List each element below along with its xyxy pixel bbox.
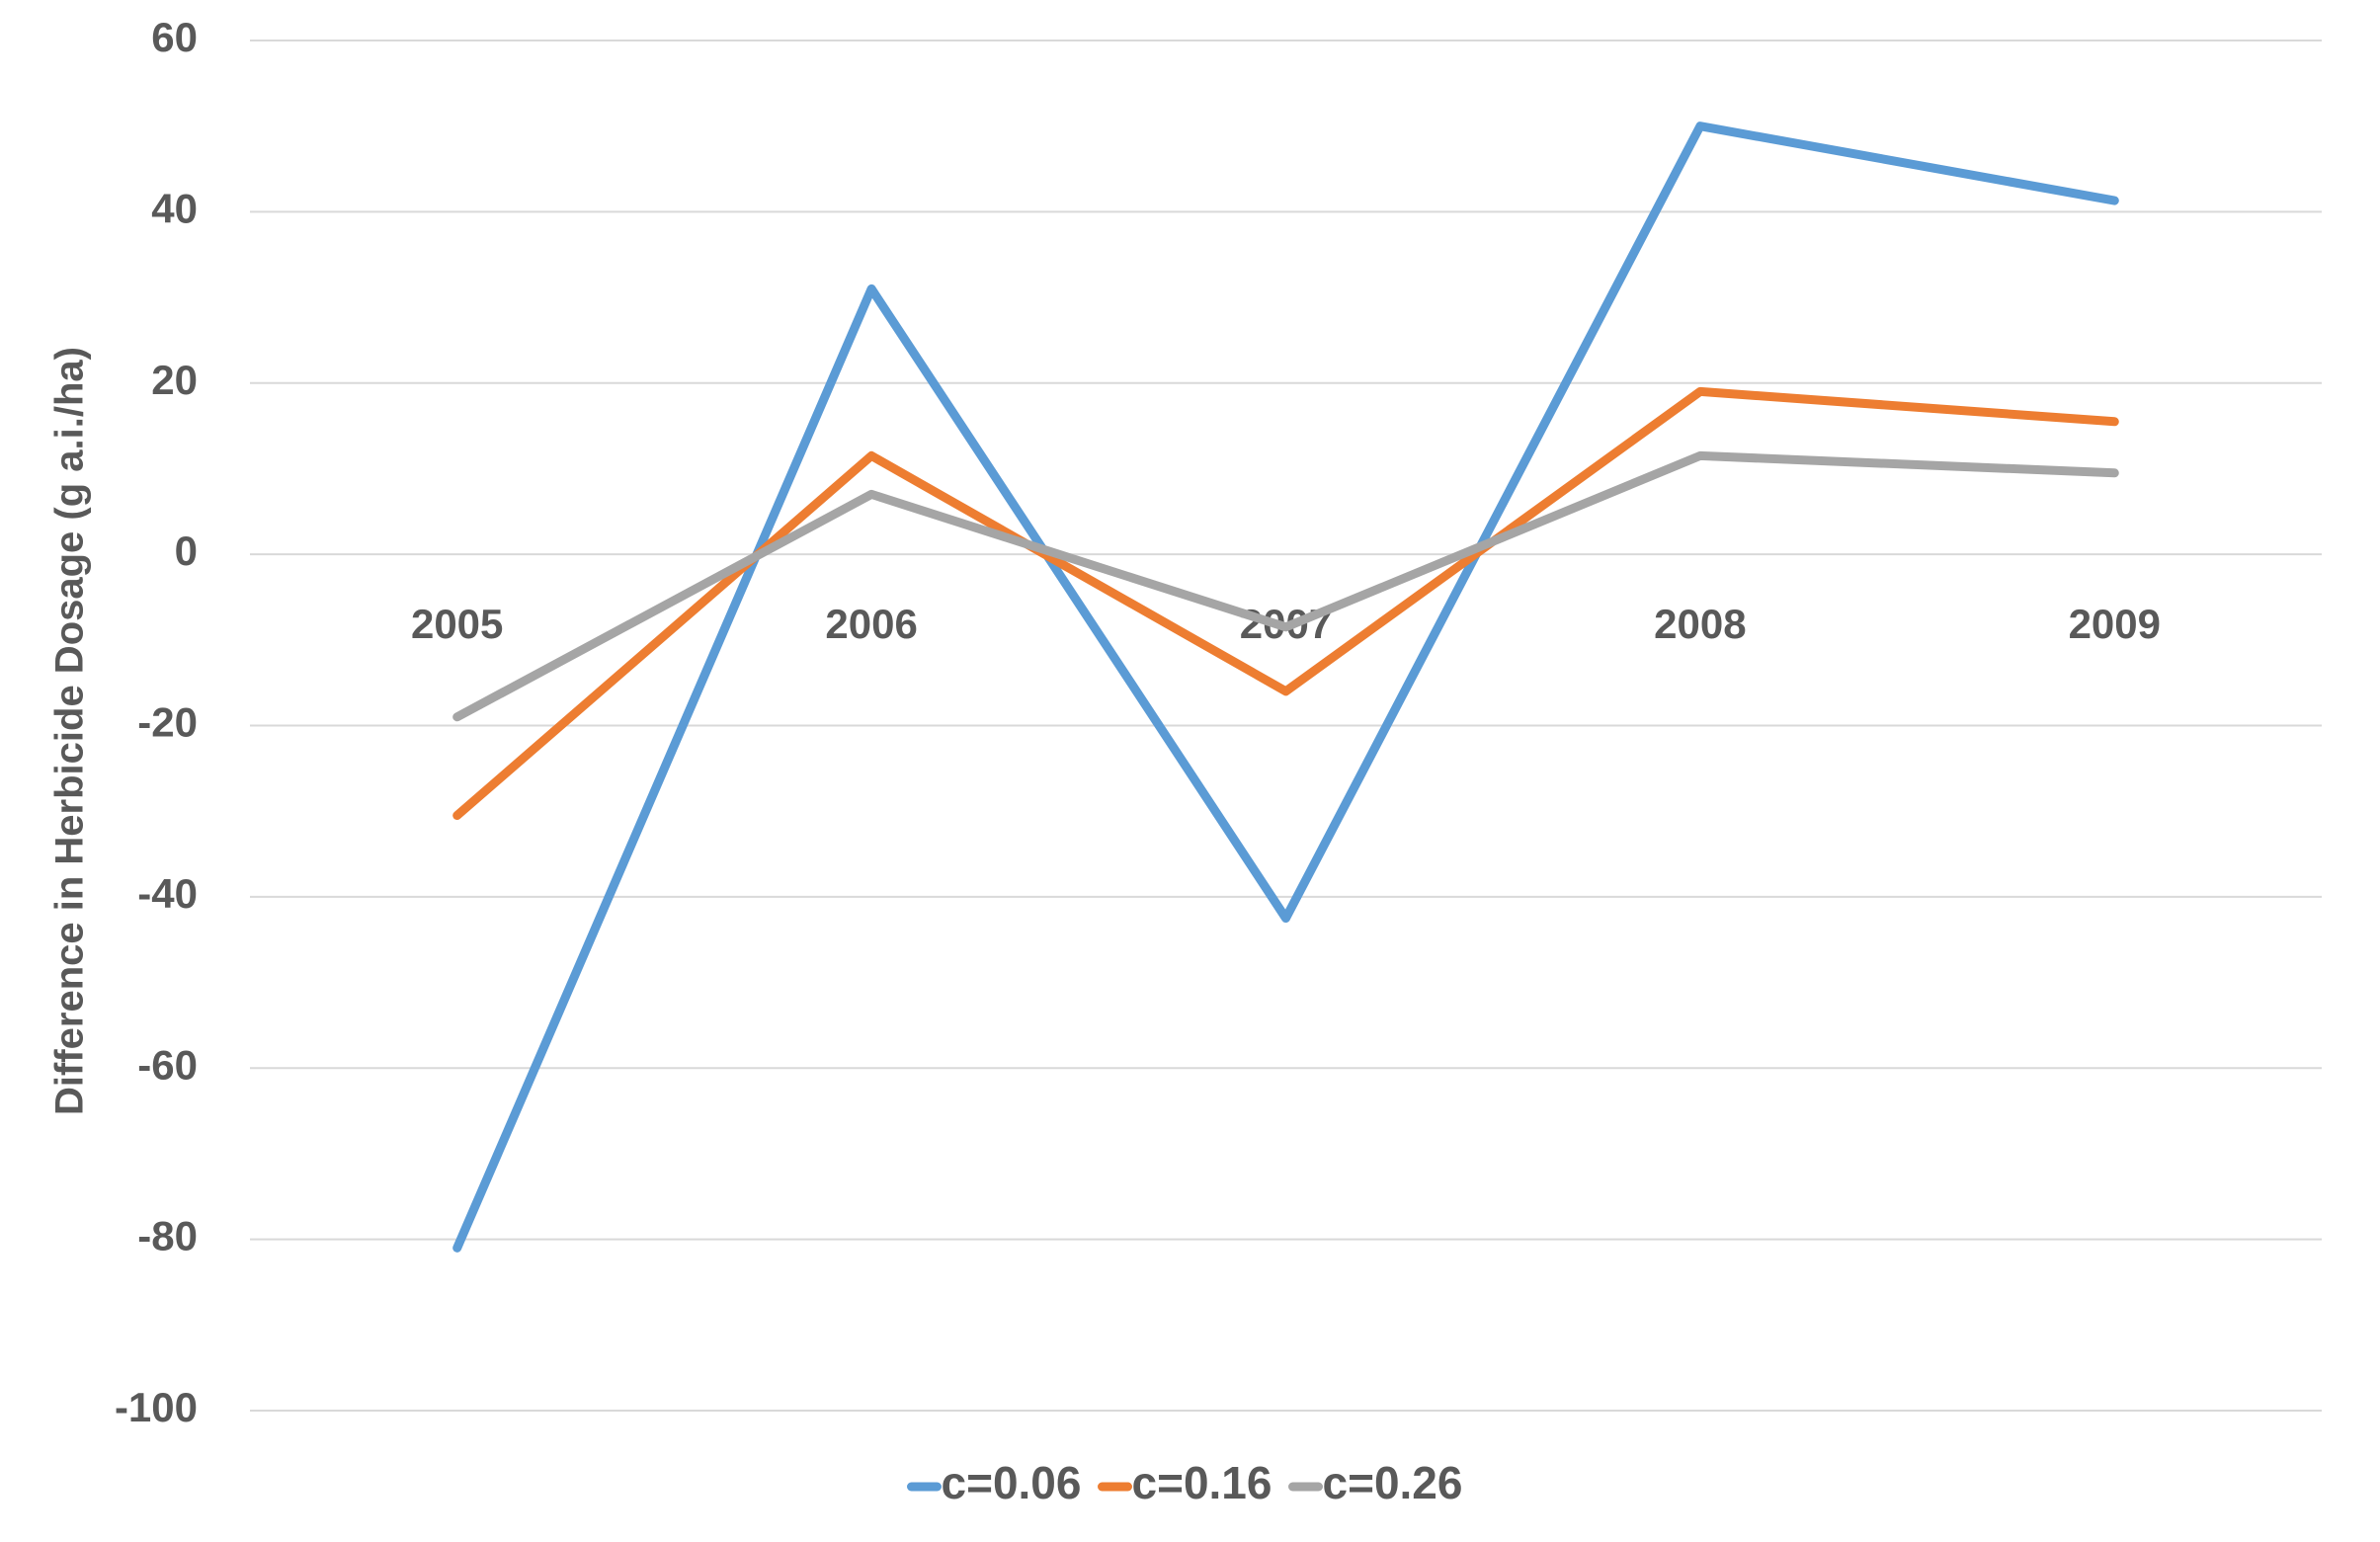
series-lines <box>452 122 2119 1253</box>
y-tick-label: -80 <box>137 1213 198 1259</box>
legend-label: c=0.16 <box>1132 1457 1272 1508</box>
y-axis-tick-labels: 60 40 20 0 -20 -40 -60 -80 -100 <box>115 14 198 1430</box>
gridlines <box>250 40 2322 1412</box>
series-line-c-0-06 <box>452 122 2119 1253</box>
x-axis-category-labels: 2005 2006 2007 2008 2009 <box>411 601 2161 647</box>
y-tick-label: -60 <box>137 1041 198 1088</box>
y-tick-label: 20 <box>151 357 198 403</box>
y-tick-label: 40 <box>151 185 198 231</box>
y-tick-label: -100 <box>115 1384 198 1430</box>
legend-item: c=0.06 <box>907 1457 1082 1508</box>
y-tick-label: -40 <box>137 870 198 917</box>
x-category-label: 2006 <box>825 601 917 647</box>
x-category-label: 2008 <box>1654 601 1746 647</box>
legend-label: c=0.26 <box>1323 1457 1463 1508</box>
x-category-label: 2005 <box>411 601 503 647</box>
legend: c=0.06 c=0.16 c=0.26 <box>907 1457 1463 1508</box>
y-tick-label: -20 <box>137 699 198 746</box>
series-line-c-0-16 <box>452 386 2119 820</box>
legend-label: c=0.06 <box>942 1457 1082 1508</box>
series-line-c-0-26 <box>452 450 2119 722</box>
legend-item: c=0.16 <box>1098 1457 1272 1508</box>
y-axis-title: Difference in Herbicide Dosage (g a.i./h… <box>48 347 92 1115</box>
y-tick-label: 0 <box>175 528 198 574</box>
x-category-label: 2009 <box>2069 601 2161 647</box>
legend-item: c=0.26 <box>1288 1457 1463 1508</box>
y-tick-label: 60 <box>151 14 198 60</box>
